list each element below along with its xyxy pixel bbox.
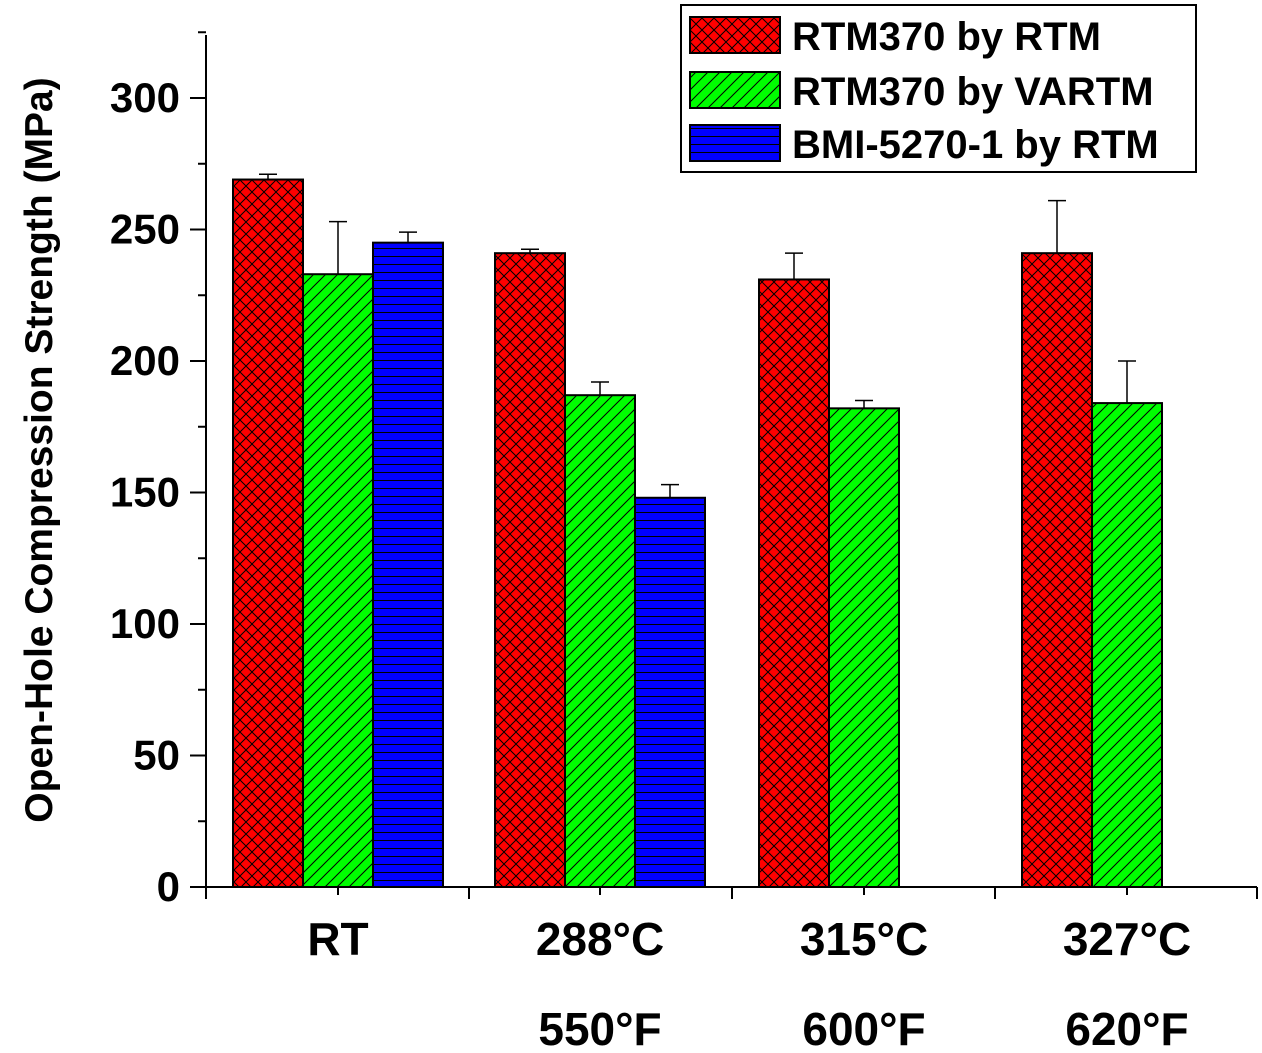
- legend-swatch: [689, 71, 781, 109]
- y-axis-label: Open-Hole Compression Strength (MPa): [18, 77, 61, 822]
- x-tick-label: 288°C: [536, 913, 664, 965]
- bar: [1021, 252, 1093, 889]
- error-bars-group: [259, 173, 1136, 498]
- y-axis-ticks: 0 50 100 150 200 250 300: [110, 31, 206, 910]
- bar: [302, 273, 374, 888]
- legend-label: RTM370 by VARTM: [792, 70, 1154, 114]
- y-tick-label: 300: [110, 74, 180, 121]
- legend: RTM370 by RTM RTM370 by VARTM BMI-5270-1 b…: [680, 4, 1197, 173]
- bar: [1091, 402, 1163, 888]
- y-tick-label: 100: [110, 600, 180, 647]
- x-axis-ticks: RT 288°C 550°F 315°C 600°F 327°C 620°F: [205, 887, 1258, 1053]
- x-tick-label-secondary: 550°F: [538, 1003, 661, 1053]
- y-tick-label: 200: [110, 337, 180, 384]
- bar: [372, 241, 444, 888]
- bar: [232, 178, 304, 888]
- plot-area: 0 50 100 150 200 250 300 RT 288°C 550°F 315°C 600°…: [110, 31, 1258, 1053]
- x-tick-label: 327°C: [1063, 913, 1191, 965]
- x-tick-label: RT: [307, 913, 368, 965]
- bar: [634, 496, 706, 888]
- y-tick-label: 150: [110, 469, 180, 516]
- bar: [828, 407, 900, 888]
- x-tick-label-secondary: 600°F: [802, 1003, 925, 1053]
- bar: [564, 394, 636, 888]
- legend-label: BMI-5270-1 by RTM: [792, 123, 1159, 167]
- y-tick-label: 250: [110, 206, 180, 253]
- legend-swatch: [689, 124, 781, 162]
- x-tick-label: 315°C: [800, 913, 928, 965]
- bars-group: [232, 178, 1163, 889]
- bar: [758, 278, 830, 889]
- legend-label: RTM370 by RTM: [792, 15, 1101, 59]
- y-tick-label: 0: [157, 863, 180, 910]
- bar: [494, 252, 566, 889]
- x-tick-label-secondary: 620°F: [1065, 1003, 1188, 1053]
- y-tick-label: 50: [133, 732, 180, 779]
- legend-swatch: [689, 16, 781, 54]
